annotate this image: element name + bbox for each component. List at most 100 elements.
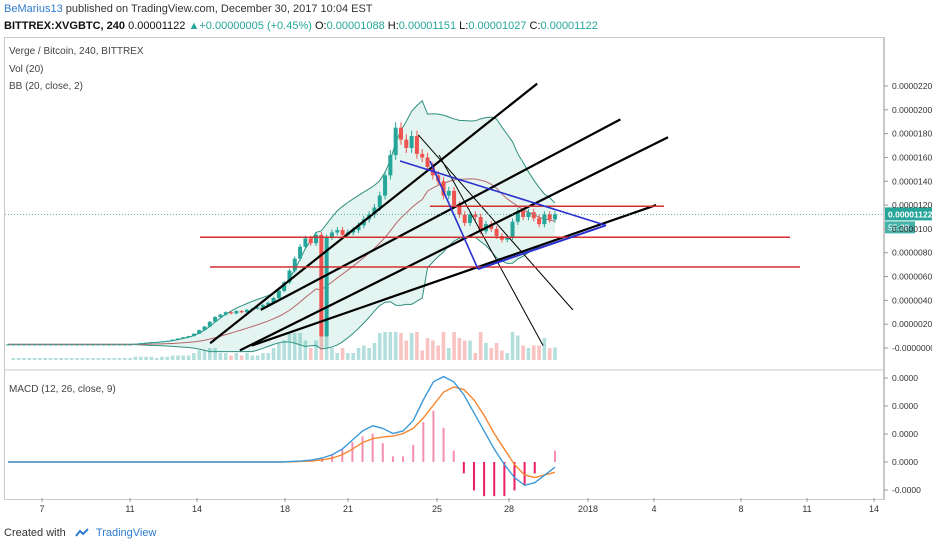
- volume-bar: [441, 332, 446, 360]
- time-tick-label: 8: [738, 504, 743, 514]
- volume-bar: [255, 355, 260, 360]
- open-value: 0.00001088: [326, 20, 385, 32]
- candle-body: [314, 234, 319, 244]
- volume-bar: [393, 332, 398, 360]
- candle-body: [207, 321, 212, 327]
- volume-bar: [346, 353, 350, 360]
- volume-bar: [69, 358, 74, 360]
- last-price: 0.00001122: [128, 20, 186, 32]
- volume-bar: [500, 350, 504, 360]
- candle-body: [27, 344, 32, 346]
- candle-body: [494, 228, 499, 237]
- candle-body: [383, 175, 388, 196]
- candle-body: [37, 344, 42, 346]
- volume-bar: [362, 345, 366, 360]
- volume-bar: [431, 340, 435, 360]
- candle-body: [75, 344, 80, 346]
- close-value: 0.00001122: [540, 20, 598, 32]
- volume-bar: [208, 348, 212, 360]
- time-tick-label: 4: [651, 504, 656, 514]
- volume-bar: [335, 353, 340, 360]
- volume-bar: [64, 358, 69, 360]
- volume-bar: [96, 358, 101, 360]
- volume-bar: [473, 353, 478, 360]
- candle-body: [298, 246, 303, 259]
- volume-bar: [409, 333, 414, 360]
- candle-body: [117, 344, 122, 346]
- wedge-left: [429, 160, 479, 270]
- volume-bar: [446, 348, 451, 360]
- volume-bar: [144, 356, 148, 360]
- volume-bar: [298, 333, 302, 360]
- volume-bar: [223, 353, 228, 360]
- candle-body: [101, 344, 106, 346]
- volume-bar: [234, 353, 239, 360]
- volume-bar: [128, 358, 132, 360]
- up-arrow-icon: ▲: [188, 20, 200, 32]
- volume-bar: [462, 340, 467, 360]
- volume-bar: [186, 355, 191, 360]
- candle-body: [69, 344, 74, 346]
- candle-body: [510, 221, 515, 238]
- volume-bar: [250, 355, 255, 360]
- candle-body: [303, 238, 308, 247]
- time-tick-label: 11: [802, 504, 811, 514]
- countdown-label: 55:38: [888, 222, 910, 232]
- volume-bar: [197, 350, 201, 360]
- volume-bar: [340, 348, 345, 360]
- candle-body: [335, 230, 340, 233]
- candle-body: [186, 336, 191, 338]
- candle-body: [133, 343, 138, 345]
- bollinger-bands: [8, 99, 556, 353]
- chart-frame[interactable]: [4, 37, 884, 500]
- volume-bar: [154, 358, 159, 360]
- vol-legend: Vol (20): [9, 64, 44, 75]
- volume-bar: [330, 348, 334, 360]
- candle-body: [409, 136, 414, 148]
- candle-body: [260, 305, 265, 308]
- footer: Created with TradingView: [4, 527, 156, 539]
- candle-body: [138, 343, 143, 345]
- candle-body: [11, 344, 16, 346]
- candle-body: [452, 190, 457, 206]
- candle-body: [404, 139, 409, 148]
- candle-body: [223, 312, 228, 315]
- volume-bar: [181, 355, 186, 360]
- author-link[interactable]: BeMarius13: [4, 3, 63, 15]
- volume-bar: [457, 338, 462, 360]
- candle-body: [441, 181, 446, 196]
- volume-bar: [542, 338, 547, 360]
- volume-bar: [553, 347, 557, 360]
- time-tick-label: 14: [192, 504, 202, 514]
- volume-bar: [425, 338, 430, 360]
- volume-bar: [123, 358, 127, 360]
- volume-bar: [436, 345, 440, 360]
- drawings[interactable]: 0.00001122 55:38: [5, 82, 932, 352]
- volume-bar: [420, 350, 425, 360]
- volume-bar: [59, 358, 63, 360]
- candle-body: [59, 344, 64, 346]
- volume-bar: [452, 332, 456, 360]
- candle-body: [377, 195, 382, 208]
- volume-bar: [176, 355, 180, 360]
- candle-body: [6, 344, 10, 346]
- candle-body: [351, 230, 356, 233]
- macd-legend: MACD (12, 26, close, 9): [9, 384, 116, 395]
- volume-bar: [367, 348, 371, 360]
- candle-body: [154, 342, 159, 344]
- time-tick-label: 21: [343, 504, 353, 514]
- candle-body: [202, 326, 207, 331]
- candle-body: [372, 207, 377, 215]
- volume-bar: [510, 332, 515, 360]
- candle-body: [542, 214, 547, 225]
- tradingview-brand[interactable]: TradingView: [95, 527, 157, 539]
- macd-tick-label: 0.0000: [892, 401, 918, 411]
- macd-tick-label: -0.0000: [892, 485, 921, 495]
- volume-bar: [314, 340, 318, 360]
- macd-tick-label: 0.0000: [892, 457, 918, 467]
- volume-bar: [383, 332, 387, 360]
